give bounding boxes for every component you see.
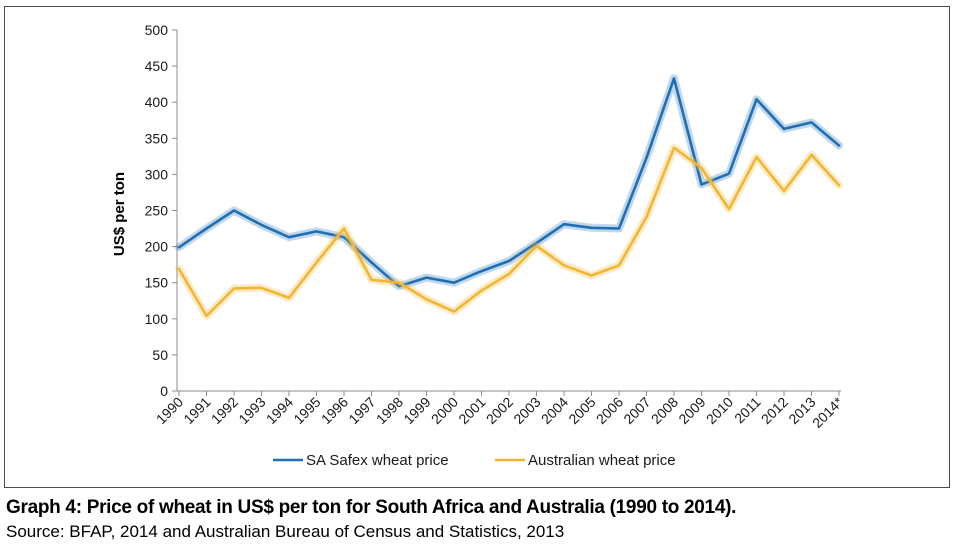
x-tick-label: 2001 — [455, 394, 488, 427]
y-tick-label: 450 — [145, 58, 169, 74]
caption-source: Source: BFAP, 2014 and Australian Bureau… — [6, 522, 565, 541]
x-tick-label: 1993 — [235, 394, 268, 427]
x-tick-label: 1998 — [373, 394, 406, 427]
y-tick-label: 250 — [145, 203, 169, 219]
y-tick-label: 350 — [145, 130, 169, 146]
x-tick-label: 2012 — [758, 394, 791, 427]
x-tick-label: 2008 — [648, 394, 681, 427]
y-tick-label: 100 — [145, 311, 169, 327]
x-tick-label: 2005 — [565, 394, 598, 427]
y-axis: 0 50 100 150 200 250 300 350 400 450 500 — [145, 22, 178, 399]
caption-title: Graph 4: Price of wheat in US$ per ton f… — [6, 497, 737, 518]
x-tick-label: 2011 — [731, 394, 764, 427]
x-tick-label: 2002 — [483, 394, 516, 427]
y-tick-label: 500 — [145, 22, 169, 38]
x-tick-label: 2009 — [675, 394, 708, 427]
x-tick-label: 1991 — [180, 394, 213, 427]
caption: Graph 4: Price of wheat in US$ per ton f… — [6, 497, 946, 542]
y-tick-label: 0 — [160, 383, 168, 399]
x-tick-label: 1997 — [345, 394, 378, 427]
y-axis-label: US$ per ton — [111, 172, 128, 256]
y-tick-label: 150 — [145, 275, 169, 291]
legend-label: Australian wheat price — [528, 452, 676, 469]
y-tick-label: 200 — [145, 239, 169, 255]
x-tick-label: 2000 — [428, 394, 461, 427]
x-tick-label: 1992 — [208, 394, 241, 427]
legend-label: SA Safex wheat price — [306, 452, 449, 469]
x-tick-label: 1996 — [318, 394, 351, 427]
legend: SA Safex wheat price Australian wheat pri… — [273, 452, 676, 469]
x-axis: 1990199119921993199419951996199719981999… — [153, 390, 847, 431]
x-tick-label: 2004 — [538, 394, 571, 427]
y-tick-label: 300 — [145, 166, 169, 182]
x-tick-label: 2007 — [620, 394, 653, 427]
y-tick-label: 400 — [145, 94, 169, 110]
x-tick-label: 2003 — [510, 394, 543, 427]
x-tick-label: 2006 — [593, 394, 626, 427]
x-tick-label: 2014* — [809, 393, 847, 431]
y-tick-label: 50 — [152, 347, 168, 363]
series-lines — [175, 74, 843, 320]
x-tick-label: 1994 — [263, 394, 296, 427]
x-tick-label: 1999 — [400, 394, 433, 427]
x-tick-label: 1990 — [153, 394, 186, 427]
chart-frame: 0 50 100 150 200 250 300 350 400 450 500 1990 1991 1… — [4, 6, 950, 488]
x-tick-label: 1995 — [290, 394, 323, 427]
x-tick-label: 2010 — [703, 394, 736, 427]
